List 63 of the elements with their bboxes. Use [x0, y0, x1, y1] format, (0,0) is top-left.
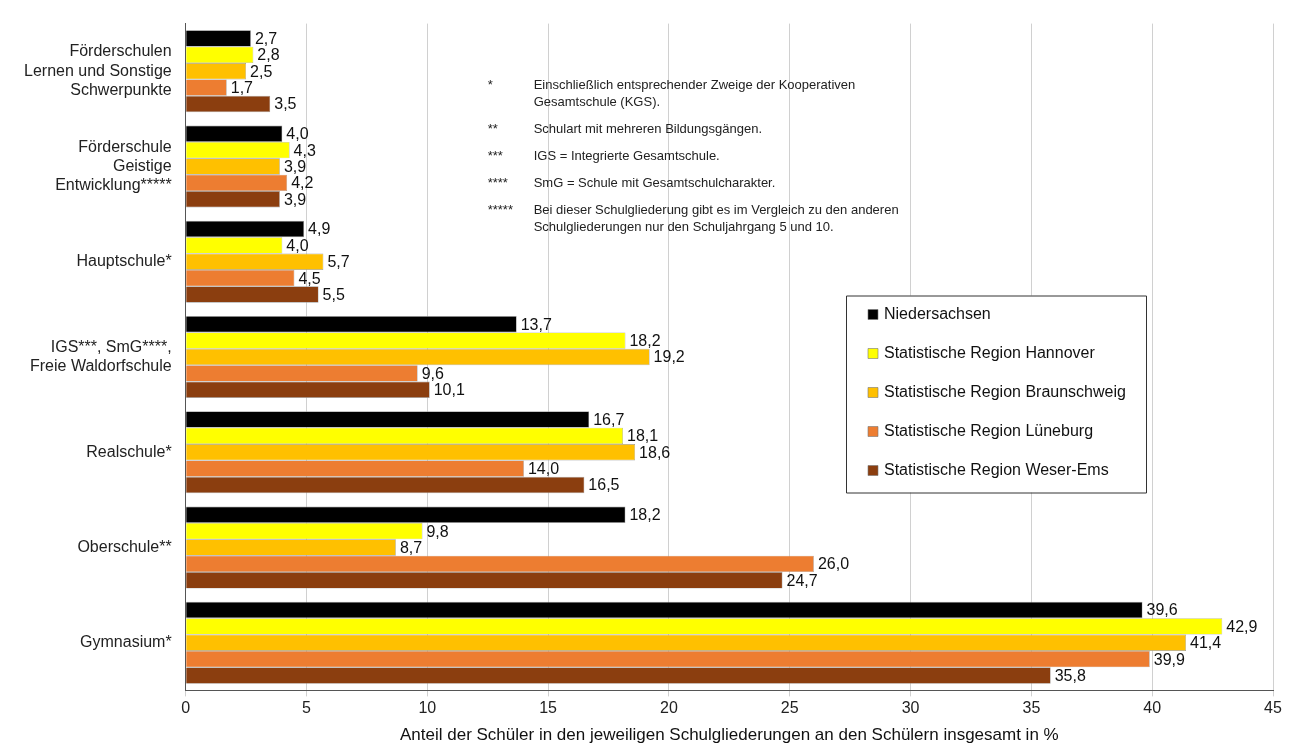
data-label: 3,5 — [274, 95, 297, 113]
text: * Einschließlich entsprechender Zweige der Kooperativen Gesamtschule (KGS). — [487, 77, 856, 110]
data-label: 3,9 — [283, 157, 307, 175]
data-label: 9,8 — [426, 522, 449, 540]
y-tick-label: Hauptschule* — [76, 252, 172, 270]
data-label: 18,2 — [629, 332, 661, 350]
text: **** SmG = Schule mit Gesamtschulcharakter. — [487, 175, 776, 191]
data-label: 24,7 — [786, 571, 818, 589]
data-label: 18,2 — [629, 506, 661, 524]
legend-label: Niedersachsen — [884, 304, 991, 322]
data-label: 10,1 — [433, 381, 465, 399]
x-axis-title: Anteil der Schüler in den jeweiligen Schulgliederungen an den Schülern insgesamt in % — [399, 725, 1059, 745]
text: ***** Bei dieser Schulgliederung gibt es im Vergleich zu den anderen Schulgliederungen nur den Schuljahrgang 5 und 10. — [487, 202, 899, 235]
data-label: 5,5 — [322, 285, 345, 303]
y-tick-label: Förderschulen Lernen und Sonstige Schwerpunkte — [24, 42, 172, 98]
data-label: 3,9 — [283, 190, 307, 208]
data-label: 4,9 — [308, 220, 331, 238]
data-label: 4,5 — [298, 269, 321, 287]
data-label: 26,0 — [817, 555, 850, 573]
data-label: 16,5 — [588, 476, 620, 494]
legend-label: Statistische Region Braunschweig — [884, 382, 1126, 400]
data-label: 41,4 — [1190, 634, 1222, 652]
data-label: 9,6 — [421, 364, 444, 382]
data-label: 18,1 — [627, 427, 659, 445]
data-label: 14,0 — [527, 460, 560, 478]
y-tick-label: Oberschule** — [77, 537, 172, 555]
y-tick-label: Gymnasium* — [80, 633, 172, 651]
text: ** Schulart mit mehreren Bildungsgängen. — [487, 121, 763, 137]
data-label: 5,7 — [327, 253, 350, 271]
y-tick-label: Realschule* — [86, 442, 172, 460]
legend-label: Statistische Region Lüneburg — [884, 421, 1094, 439]
text: *** IGS = Integrierte Gesamtschule. — [487, 148, 720, 164]
data-label: 19,2 — [653, 348, 685, 366]
data-label: 16,7 — [593, 410, 625, 428]
data-label: 2,7 — [254, 29, 278, 47]
data-label: 2,5 — [250, 62, 273, 80]
data-label: 18,6 — [639, 443, 671, 461]
data-label: 8,7 — [399, 538, 423, 556]
y-tick-label: Förderschule Geistige Entwicklung***** — [55, 137, 172, 194]
x-tick-label: 5 — [302, 699, 312, 717]
x-tick-label: 25 — [780, 699, 799, 717]
data-label: 1,7 — [230, 79, 254, 97]
x-tick-label: 10 — [418, 699, 437, 717]
legend-label: Statistische Region Hannover — [884, 343, 1096, 361]
data-label: 4,3 — [293, 141, 316, 159]
x-tick-label: 0 — [181, 699, 191, 717]
data-label: 39,6 — [1146, 601, 1178, 619]
x-tick-label: 40 — [1143, 699, 1162, 717]
x-tick-label: 20 — [660, 699, 678, 717]
x-tick-label: 45 — [1264, 699, 1282, 717]
data-label: 13,7 — [520, 315, 552, 333]
x-tick-label: 15 — [539, 699, 558, 717]
x-tick-label: 30 — [901, 699, 920, 717]
data-label: 2,8 — [257, 46, 280, 64]
y-tick-label: IGS***, SmG****, Freie Waldorfschule — [29, 337, 172, 375]
data-label: 4,0 — [286, 236, 309, 254]
legend-label: Statistische Region Weser-Ems — [884, 460, 1109, 478]
data-label: 39,9 — [1153, 650, 1186, 668]
x-tick-label: 35 — [1022, 699, 1041, 717]
data-label: 35,8 — [1054, 666, 1086, 684]
data-label: 42,9 — [1226, 617, 1258, 635]
data-label: 4,2 — [291, 174, 314, 192]
data-label: 4,0 — [286, 125, 309, 143]
